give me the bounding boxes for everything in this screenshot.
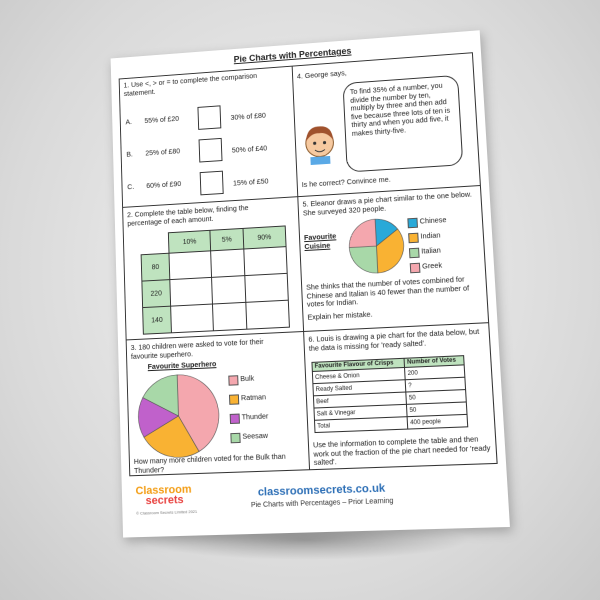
pie-slice xyxy=(138,396,179,437)
legend-swatch xyxy=(408,247,420,259)
answer-box xyxy=(197,105,222,130)
answer-box xyxy=(199,170,224,196)
column-header: 90% xyxy=(242,225,287,250)
column-header: 10% xyxy=(168,230,211,254)
legend-label: Thunder xyxy=(241,411,269,422)
pie-slice xyxy=(348,219,376,247)
answer-cell xyxy=(169,277,213,307)
answer-cell xyxy=(211,275,246,305)
pie-chart xyxy=(347,217,406,276)
legend-swatch xyxy=(228,375,239,386)
legend-label: Italian xyxy=(421,245,442,256)
row-header: 140 xyxy=(142,306,172,335)
column-header: 5% xyxy=(210,228,244,251)
pie-slice xyxy=(349,246,377,274)
pie-slice xyxy=(142,375,178,417)
speech-bubble: To find 35% of a number, you divide the … xyxy=(342,74,464,173)
row-header: 220 xyxy=(141,279,171,308)
legend-label: Indian xyxy=(420,230,441,241)
pie-chart xyxy=(136,372,221,457)
answer-cell xyxy=(243,246,288,276)
answer-box xyxy=(198,137,223,163)
legend-label: Chinese xyxy=(419,215,447,226)
table-cell: 400 people xyxy=(407,414,468,430)
chart-title: Favourite Cuisine xyxy=(303,231,337,251)
answer-cell xyxy=(212,302,247,331)
percentage-table: 10% 5% 90% 80 220 140 xyxy=(140,225,290,335)
row-header: 80 xyxy=(141,253,170,282)
legend-label: Ratman xyxy=(240,392,267,403)
row-letter: A. xyxy=(125,117,133,127)
answer-cell xyxy=(245,300,290,330)
answer-cell xyxy=(168,250,212,280)
legend-label: Bulk xyxy=(240,373,255,384)
row-letter: B. xyxy=(126,149,133,159)
answer-cell xyxy=(210,249,245,278)
legend-label: Seesaw xyxy=(242,430,269,441)
pie-slice xyxy=(375,218,398,246)
copyright: © Classroom Secrets Limited 2021 xyxy=(136,508,198,516)
legend-label: Greek xyxy=(421,260,443,271)
legend-swatch xyxy=(228,394,240,405)
crisps-table: Favourite Flavour of Crisps Number of Vot… xyxy=(311,355,468,433)
legend-swatch xyxy=(408,232,419,244)
answer-cell xyxy=(170,304,214,333)
legend-swatch xyxy=(229,413,240,425)
boy-icon xyxy=(301,125,338,166)
pie-slice xyxy=(143,416,199,457)
logo: Classroom secrets xyxy=(135,483,192,507)
pie-slice xyxy=(177,373,220,452)
row-letter: C. xyxy=(127,182,135,192)
question: How many more children voted for the Bul… xyxy=(133,451,286,475)
table-corner xyxy=(141,233,169,255)
worksheet: Pie Charts with Percentages 1. Use <, > … xyxy=(110,30,510,538)
legend-swatch xyxy=(409,262,421,274)
answer-cell xyxy=(244,273,289,303)
legend-swatch xyxy=(407,217,418,229)
legend-swatch xyxy=(230,432,241,444)
